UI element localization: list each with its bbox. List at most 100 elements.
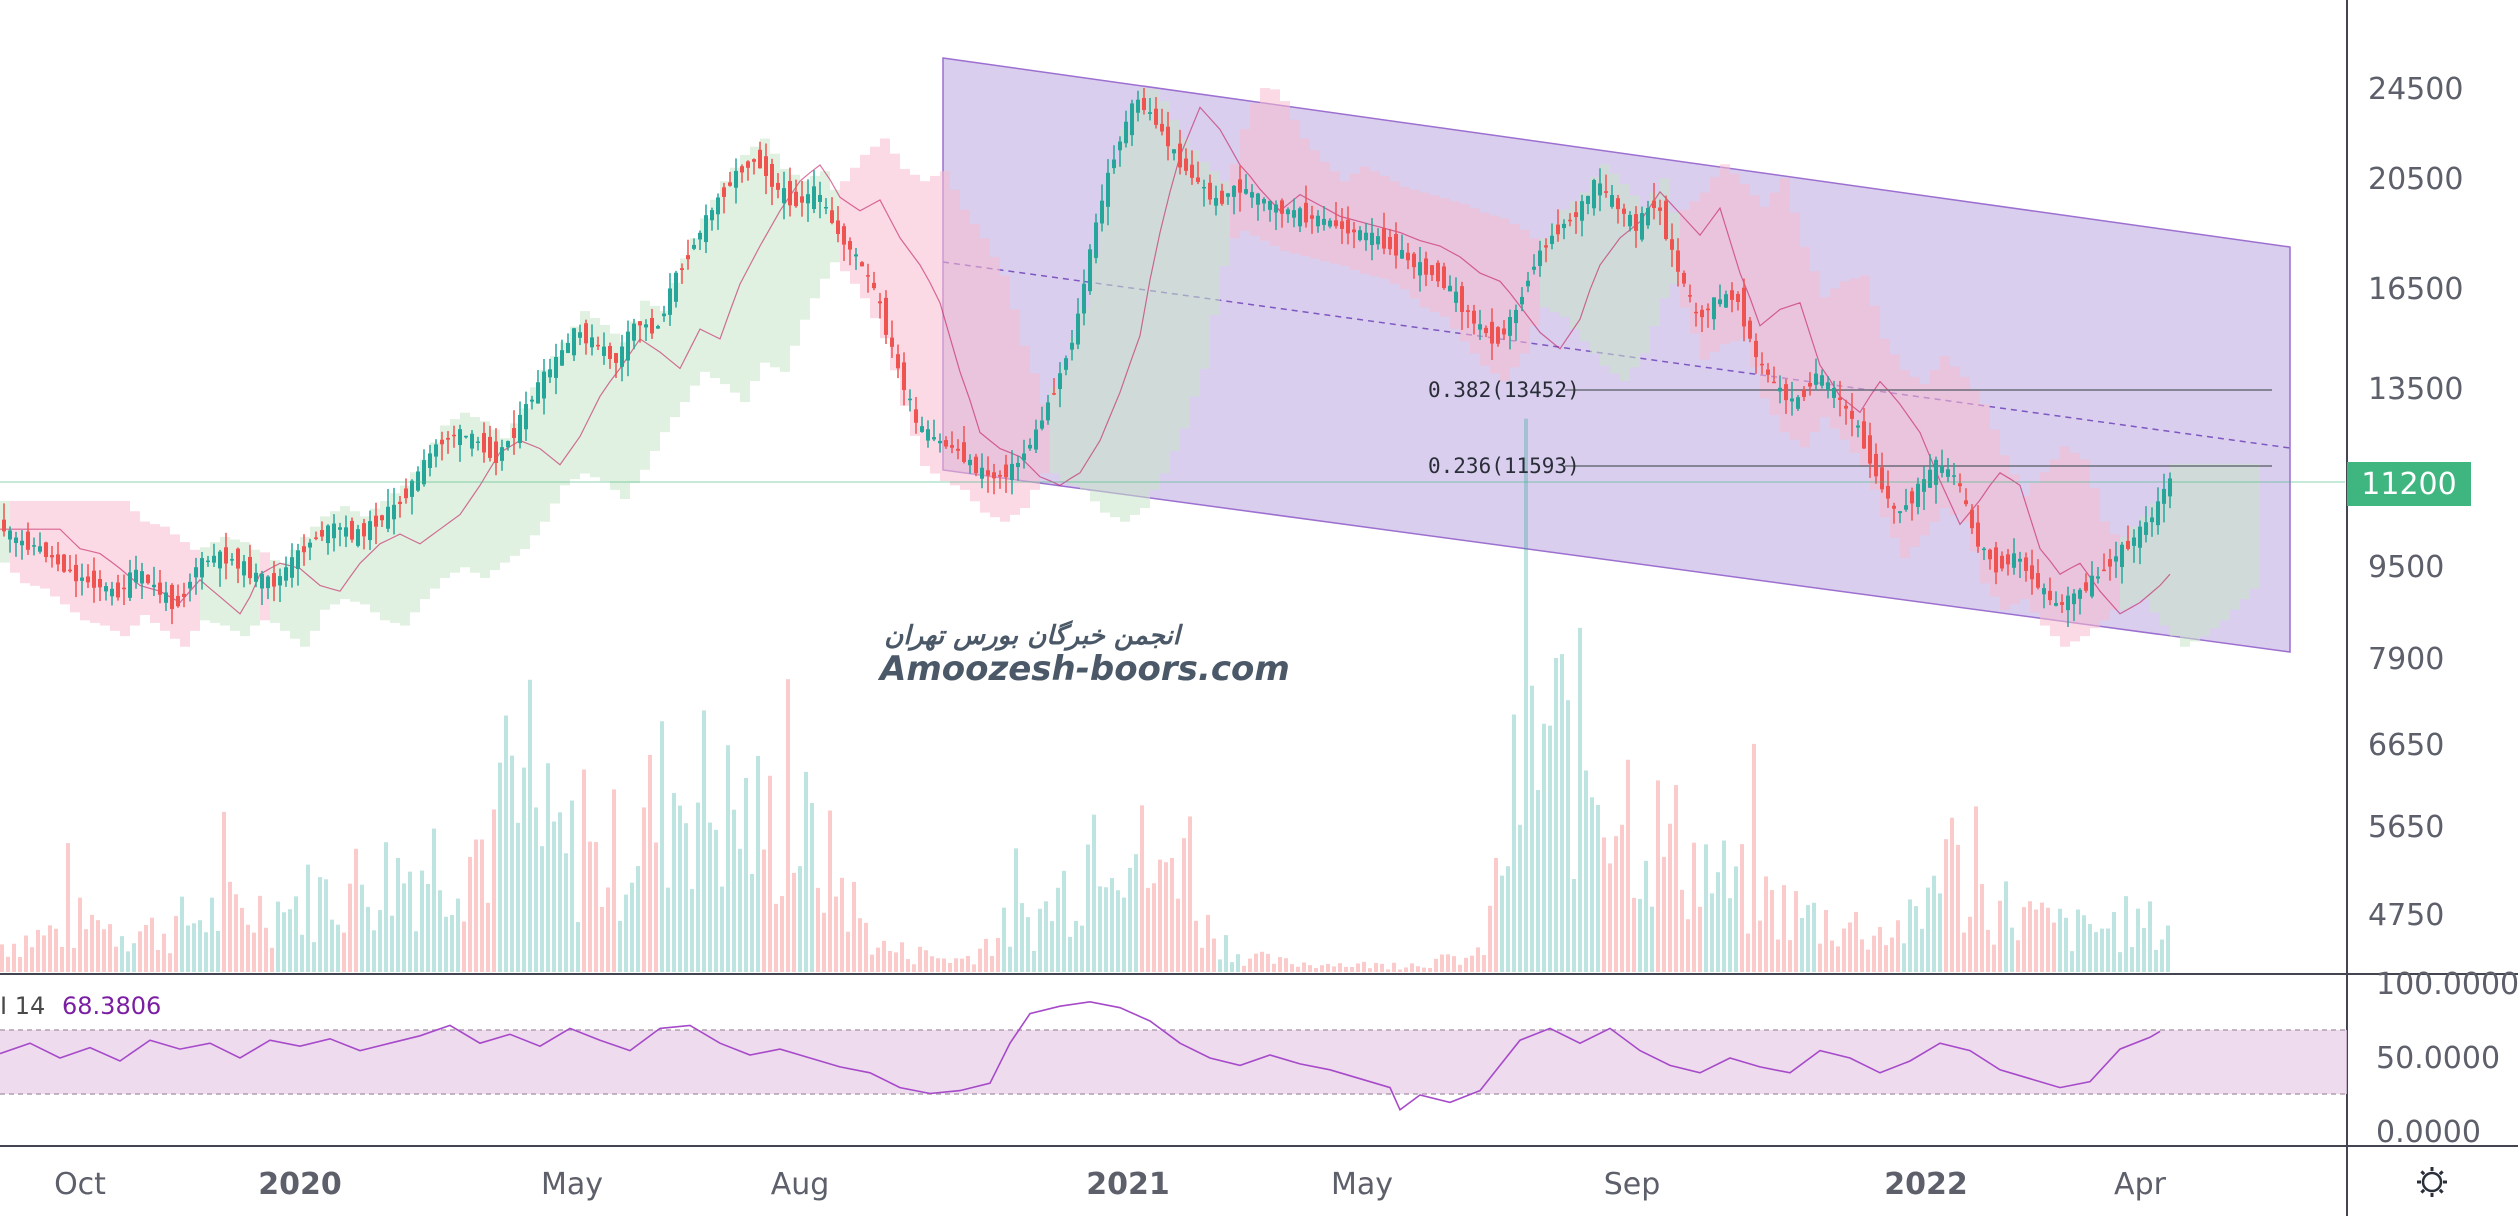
cloud-segment — [1770, 192, 1780, 416]
candle-body — [314, 537, 318, 539]
volume-bar — [1794, 891, 1798, 972]
candle-body — [122, 587, 126, 590]
volume-bar — [438, 890, 442, 972]
candle-body — [356, 529, 360, 546]
candle-body — [1082, 283, 1086, 314]
candle-body — [56, 554, 60, 565]
candle-body — [542, 371, 546, 399]
volume-bar — [246, 924, 250, 972]
cloud-segment — [1350, 173, 1360, 270]
volume-bar — [1506, 866, 1510, 972]
time-axis[interactable]: Oct 2020 May Aug 2021 May Sep 2022 Apr — [54, 1167, 2167, 1202]
cloud-segment — [1720, 164, 1730, 345]
candle-body — [932, 437, 936, 440]
volume-bar — [1026, 917, 1030, 972]
volume-bar — [1326, 963, 1330, 972]
cloud-segment — [1530, 238, 1540, 326]
candle-body — [452, 434, 456, 437]
cloud-segment — [1150, 89, 1160, 490]
candle-body — [368, 521, 372, 541]
volume-bar — [1944, 839, 1948, 972]
cloud-segment — [1170, 119, 1180, 451]
volume-bar — [1308, 965, 1312, 972]
candle-body — [1232, 185, 1236, 197]
volume-bar — [1782, 885, 1786, 972]
candle-body — [422, 460, 426, 485]
rsi-pane[interactable]: I 14 68.3806 — [0, 992, 2347, 1112]
volume-bar — [834, 896, 838, 972]
time-axis-label: Sep — [1604, 1167, 1661, 1202]
price-axis[interactable]: 24500 20500 16500 13500 9500 7900 6650 5650 4750 — [2368, 72, 2463, 933]
candle-body — [1952, 475, 1956, 477]
volume-bar — [78, 897, 82, 972]
cloud-segment — [760, 138, 770, 363]
volume-bar — [372, 930, 376, 972]
candle-body — [386, 506, 390, 529]
candle-body — [1376, 236, 1380, 245]
cloud-segment — [1480, 212, 1490, 366]
candle-body — [350, 520, 354, 540]
volume-bar — [2076, 909, 2080, 972]
candle-body — [1784, 384, 1788, 401]
cloud-segment — [260, 552, 270, 621]
candle-body — [242, 561, 246, 576]
volume-bar — [48, 925, 52, 972]
cloud-segment — [1780, 178, 1790, 433]
cloud-segment — [1060, 366, 1070, 482]
svg-text:11200: 11200 — [2361, 467, 2456, 502]
candle-body — [8, 530, 12, 540]
volume-bar — [1854, 911, 1858, 972]
price-candles[interactable] — [2, 88, 2172, 627]
cloud-segment — [2090, 488, 2100, 629]
cloud-segment — [520, 408, 530, 550]
volume-bar — [708, 822, 712, 972]
candle-body — [692, 244, 696, 249]
candle-body — [1904, 505, 1908, 510]
volume-bar — [2094, 932, 2098, 972]
volume-bar — [1212, 938, 1216, 972]
candle-body — [2102, 569, 2106, 572]
candle-body — [2144, 522, 2148, 535]
volume-bar — [384, 842, 388, 972]
volume-bars — [0, 418, 2170, 972]
volume-bar — [1290, 964, 1294, 972]
candle-body — [266, 576, 270, 589]
volume-bar — [888, 951, 892, 972]
candle-body — [374, 515, 378, 527]
candle-body — [1712, 297, 1716, 320]
volume-bar — [1350, 967, 1354, 972]
volume-bar — [1338, 963, 1342, 972]
cloud-segment — [980, 238, 990, 513]
volume-bar — [738, 848, 742, 972]
candle-body — [1670, 239, 1674, 250]
volume-bar — [2106, 928, 2110, 972]
cloud-segment — [330, 511, 340, 605]
candle-body — [308, 542, 312, 548]
volume-bar — [558, 812, 562, 972]
cloud-segment — [1020, 345, 1030, 509]
cloud-segment — [460, 412, 470, 568]
candle-body — [662, 313, 666, 317]
volume-bar — [432, 828, 436, 972]
candle-body — [974, 456, 978, 474]
volume-bar — [1422, 967, 1426, 972]
chart-settings-icon[interactable] — [2417, 1167, 2447, 1197]
cloud-segment — [2120, 536, 2130, 610]
volume-bar — [144, 925, 148, 972]
candle-body — [272, 573, 276, 587]
candle-body — [632, 323, 636, 341]
volume-bar — [552, 821, 556, 972]
volume-bar — [1230, 962, 1234, 972]
candle-body — [1676, 250, 1680, 272]
volume-bar — [1362, 961, 1366, 972]
cloud-segment — [1070, 337, 1080, 486]
fibonacci-levels[interactable]: 0.382(13452) 0.236(11593) — [1428, 378, 2272, 478]
candle-body — [530, 399, 534, 402]
candle-body — [1598, 183, 1602, 196]
candle-body — [1592, 180, 1596, 209]
candle-body — [512, 428, 516, 438]
candle-body — [434, 444, 438, 457]
volume-bar — [198, 920, 202, 972]
cloud-segment — [1250, 103, 1260, 236]
